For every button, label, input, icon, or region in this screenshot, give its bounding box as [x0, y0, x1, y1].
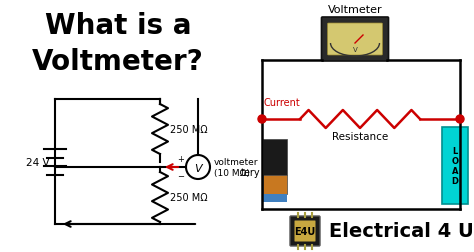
Bar [263, 139, 287, 175]
Bar [442, 128, 468, 204]
Text: +: + [177, 154, 184, 163]
Text: Current: Current [264, 98, 301, 108]
Text: Electrical 4 U: Electrical 4 U [329, 222, 474, 241]
Text: Voltmeter?: Voltmeter? [32, 48, 204, 76]
Circle shape [456, 115, 464, 123]
Bar [263, 195, 287, 202]
Text: voltmeter
(10 MΩ): voltmeter (10 MΩ) [214, 158, 258, 177]
Text: What is a: What is a [45, 12, 191, 40]
Text: −: − [177, 171, 184, 180]
Text: Resistance: Resistance [332, 132, 388, 141]
Text: V: V [194, 163, 202, 173]
Text: E4U: E4U [294, 226, 316, 236]
Text: Voltmeter: Voltmeter [328, 5, 383, 15]
Circle shape [258, 115, 266, 123]
Text: V: V [353, 47, 357, 53]
Text: tery: tery [240, 167, 260, 177]
FancyBboxPatch shape [294, 220, 316, 241]
Circle shape [186, 155, 210, 179]
Text: 250 MΩ: 250 MΩ [170, 192, 208, 202]
Text: 250 MΩ: 250 MΩ [170, 124, 208, 135]
Bar [263, 175, 287, 195]
FancyBboxPatch shape [321, 18, 389, 62]
Text: 24 V: 24 V [27, 157, 50, 167]
FancyBboxPatch shape [328, 24, 383, 56]
Text: L
O
A
D: L O A D [452, 147, 458, 185]
FancyBboxPatch shape [290, 216, 320, 246]
